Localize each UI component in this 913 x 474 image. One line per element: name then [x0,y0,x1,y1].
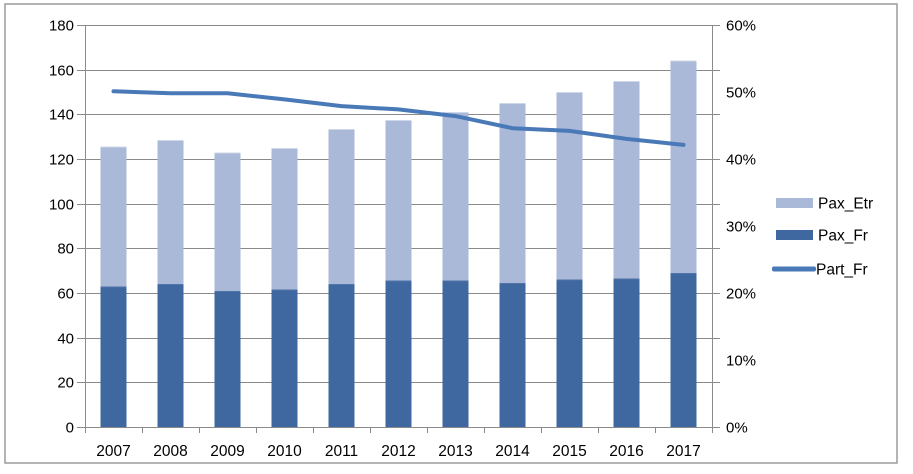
part-fr-line[interactable] [111,89,686,147]
bar-pax-fr-2016[interactable] [613,278,640,427]
legend-swatch-part-fr [772,266,816,272]
axes [77,25,720,433]
left-axis-label-60: 60 [57,286,74,303]
legend-label-pax-fr: Pax_Fr [818,228,868,245]
bar-pax-etr-2008[interactable] [157,140,184,285]
bar-pax-etr-2012[interactable] [385,119,412,281]
legend-entry-pax-fr[interactable]: Pax_Fr [776,228,868,245]
legend: Pax_Etr Pax_Fr Part_Fr [772,196,873,279]
right-axis-label-60-: 60% [726,18,756,35]
right-axis-label-50-: 50% [726,85,756,102]
x-axis-label-2010: 2010 [267,443,302,460]
left-axis-label-0: 0 [66,420,74,437]
right-axis-label-10-: 10% [726,353,756,370]
x-axis-label-2013: 2013 [438,443,472,460]
bar-pax-etr-2017[interactable] [670,60,697,273]
x-axis-label-2011: 2011 [325,443,358,460]
bar-series [100,60,697,427]
bar-pax-fr-2008[interactable] [157,284,184,427]
left-axis-label-180: 180 [49,18,74,35]
right-axis-label-40-: 40% [726,152,756,169]
x-axis-label-2008: 2008 [153,443,187,460]
x-axis-label-2014: 2014 [495,443,530,460]
bar-pax-fr-2010[interactable] [271,289,298,427]
legend-entry-part-fr[interactable]: Part_Fr [772,262,868,279]
x-axis-label-2007: 2007 [96,443,130,460]
bar-pax-fr-2012[interactable] [385,280,412,427]
bar-pax-fr-2017[interactable] [670,272,697,427]
bar-pax-etr-2014[interactable] [499,103,526,283]
bar-pax-fr-2009[interactable] [214,290,241,427]
x-axis-label-2009: 2009 [210,443,244,460]
legend-label-part-fr: Part_Fr [816,262,868,279]
bar-pax-etr-2015[interactable] [556,92,583,280]
bar-pax-etr-2013[interactable] [442,112,469,281]
left-axis-label-80: 80 [57,241,74,258]
bar-pax-fr-2013[interactable] [442,280,469,427]
legend-entry-pax-etr[interactable]: Pax_Etr [776,196,873,213]
left-axis-label-140: 140 [49,107,74,124]
right-axis-label-30-: 30% [726,219,756,236]
x-axis-label-2012: 2012 [381,443,415,460]
right-axis-label-0-: 0% [726,420,748,437]
legend-swatch-pax-etr [776,198,813,208]
left-axis-label-100: 100 [49,197,74,214]
bar-pax-fr-2011[interactable] [328,284,355,427]
bar-pax-fr-2015[interactable] [556,279,583,427]
left-axis-label-20: 20 [57,375,74,392]
bar-pax-etr-2011[interactable] [328,128,355,285]
bar-pax-etr-2007[interactable] [100,146,127,287]
bar-pax-etr-2010[interactable] [271,147,298,290]
legend-label-pax-etr: Pax_Etr [818,196,873,213]
bar-pax-etr-2016[interactable] [613,80,640,279]
left-axis-label-120: 120 [49,152,74,169]
right-axis-label-20-: 20% [726,286,756,303]
x-axis-label-2016: 2016 [609,443,643,460]
bar-pax-etr-2009[interactable] [214,152,241,291]
left-axis-label-40: 40 [57,331,74,348]
x-axis-label-2017: 2017 [666,443,700,460]
legend-swatch-pax-fr [776,230,813,240]
bar-pax-fr-2007[interactable] [100,286,127,427]
left-axis-label-160: 160 [49,63,74,80]
bar-pax-fr-2014[interactable] [499,282,526,427]
x-axis-label-2015: 2015 [552,443,586,460]
